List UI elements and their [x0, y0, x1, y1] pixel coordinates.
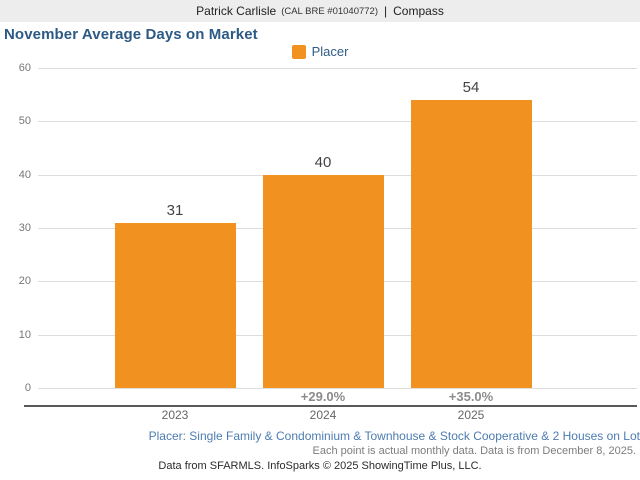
x-tick-label-2025: 2025	[457, 408, 485, 422]
legend-swatch-placer[interactable]	[291, 44, 306, 59]
legend-label-placer[interactable]: Placer	[311, 44, 349, 59]
y-tick-label: 30	[18, 222, 31, 234]
pct-change-label: +29.0%	[300, 389, 346, 404]
x-tick-label-2024: 2024	[309, 408, 337, 422]
bar-value-label: 40	[314, 153, 332, 171]
chart-title: November Average Days on Market	[4, 26, 258, 43]
bar-value-label: 31	[166, 201, 184, 219]
y-tick-label: 20	[18, 275, 31, 288]
segment-footnote: Placer: Single Family & Condominium & To…	[148, 429, 640, 443]
branding-header: Patrick Carlisle (CAL BRE #01040772) | Comp…	[0, 0, 640, 22]
y-tick-label: 50	[18, 115, 31, 128]
agent-license: (CAL BRE #01040772)	[281, 5, 379, 17]
agent-name: Patrick Carlisle	[196, 4, 277, 18]
data-date-footnote: Each point is actual monthly data. Data …	[312, 445, 636, 457]
bar-value-label: 54	[462, 79, 480, 96]
y-tick-label: 60	[18, 62, 31, 74]
header-separator: |	[384, 4, 388, 18]
y-tick-label: 0	[24, 382, 31, 394]
gridline-y0	[38, 388, 637, 389]
y-tick-label: 40	[18, 168, 31, 181]
x-tick-label-2023: 2023	[161, 408, 189, 422]
company-name: Compass	[393, 4, 444, 18]
pct-change-label: +35.0%	[448, 389, 494, 404]
bar-2023[interactable]	[114, 222, 236, 388]
bar-2025[interactable]	[410, 100, 532, 388]
bar-2024[interactable]	[262, 174, 384, 388]
gridline-y60	[38, 68, 637, 69]
x-axis-line	[24, 405, 637, 407]
gridline-y50	[38, 121, 637, 123]
legend[interactable]: Placer	[0, 43, 640, 60]
attribution-footnote: Data from SFARMLS. InfoSparks © 2025 Sho…	[158, 460, 482, 472]
y-tick-label: 10	[18, 328, 31, 341]
